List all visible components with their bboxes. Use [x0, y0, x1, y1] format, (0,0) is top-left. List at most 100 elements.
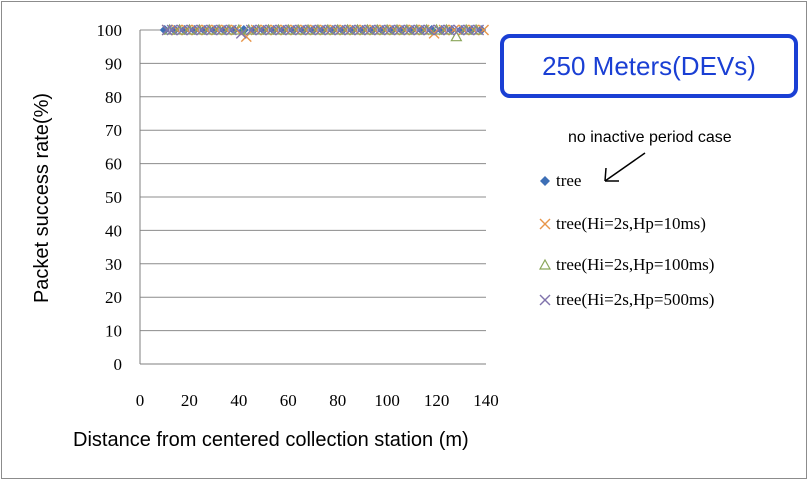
- y-tick-label: 20: [105, 288, 122, 307]
- data-point: [377, 25, 388, 35]
- data-point: [344, 24, 356, 36]
- data-point: [232, 23, 245, 35]
- y-tick-label: 40: [105, 221, 122, 240]
- legend-marker: [538, 258, 552, 270]
- annotation-banner: 250 Meters(DEVs): [500, 34, 798, 98]
- x-axis-title: Distance from centered collection statio…: [73, 429, 469, 451]
- data-point: [384, 24, 396, 36]
- y-tick-label: 100: [97, 21, 123, 40]
- legend-label: tree: [556, 171, 581, 190]
- data-point: [476, 25, 487, 35]
- data-point: [317, 25, 328, 35]
- data-point: [235, 27, 247, 39]
- x-tick-labels: 0 20 40 60 80 100 120 140: [136, 391, 499, 410]
- legend-marker: [539, 294, 551, 306]
- data-point: [295, 24, 307, 36]
- data-point: [453, 24, 465, 36]
- data-point: [406, 25, 417, 35]
- data-point: [423, 24, 435, 36]
- data-points: [159, 23, 490, 43]
- data-point: [413, 24, 425, 36]
- annotation-arrow-icon: [604, 152, 646, 182]
- y-tick-label: 10: [105, 322, 122, 341]
- data-point: [428, 27, 440, 39]
- x-tick-label: 0: [136, 391, 145, 410]
- data-point: [305, 24, 317, 36]
- data-point: [403, 24, 415, 36]
- data-point: [278, 25, 289, 35]
- data-point: [450, 30, 463, 42]
- data-point: [186, 24, 198, 36]
- data-point: [334, 24, 346, 36]
- x-tick-label: 100: [374, 391, 400, 410]
- data-point: [396, 25, 407, 35]
- data-point: [176, 24, 188, 36]
- data-point: [374, 24, 386, 36]
- data-point: [288, 25, 299, 35]
- gridlines: [140, 29, 486, 332]
- x-tick-label: 80: [329, 391, 346, 410]
- y-tick-label: 80: [105, 88, 122, 107]
- y-tick-label: 70: [105, 121, 122, 140]
- legend: tree tree(Hi=2s,Hp=10ms) tree(Hi=2s,Hp=100…: [538, 171, 714, 309]
- data-point: [456, 25, 467, 35]
- data-point: [268, 25, 279, 35]
- x-tick-label: 40: [230, 391, 247, 410]
- data-point: [219, 25, 230, 35]
- data-point: [258, 25, 269, 35]
- data-point: [206, 24, 218, 36]
- data-point: [314, 24, 326, 36]
- data-point: [337, 25, 348, 35]
- legend-marker: [539, 218, 551, 230]
- y-tick-label: 50: [105, 188, 122, 207]
- data-point: [285, 24, 297, 36]
- data-point: [255, 24, 267, 36]
- legend-marker: [540, 176, 550, 186]
- data-point: [179, 25, 190, 35]
- x-tick-label: 140: [473, 391, 499, 410]
- data-point: [394, 24, 405, 36]
- legend-label: tree(Hi=2s,Hp=10ms): [556, 214, 706, 233]
- x-tick-label: 20: [181, 391, 198, 410]
- data-point: [245, 24, 257, 36]
- y-tick-label: 30: [105, 255, 122, 274]
- data-point: [364, 24, 376, 36]
- data-point: [347, 25, 358, 35]
- data-point: [416, 25, 427, 35]
- y-tick-label: 90: [105, 54, 122, 73]
- data-point: [436, 25, 447, 35]
- data-point: [225, 24, 237, 36]
- data-point: [433, 24, 445, 36]
- data-point: [169, 25, 180, 35]
- data-point: [308, 25, 318, 35]
- data-point: [189, 25, 200, 35]
- data-point: [367, 25, 378, 35]
- data-point: [357, 25, 368, 35]
- data-point: [275, 24, 287, 36]
- data-point: [446, 25, 457, 35]
- y-tick-labels: 0 10 20 30 40 50 60 70 80 90 100: [97, 21, 123, 374]
- data-point: [473, 24, 485, 36]
- data-point: [265, 24, 277, 36]
- data-point: [199, 25, 210, 35]
- y-tick-label: 0: [114, 355, 123, 374]
- data-point: [161, 24, 173, 36]
- legend-label: tree(Hi=2s,Hp=500ms): [556, 290, 714, 309]
- data-point: [159, 25, 170, 35]
- data-point: [298, 25, 309, 35]
- x-tick-label: 60: [280, 391, 297, 410]
- data-point: [196, 24, 208, 36]
- data-point: [324, 24, 336, 36]
- data-point: [216, 24, 228, 36]
- y-axis-title: Packet success rate(%): [31, 93, 53, 303]
- data-point: [327, 25, 338, 35]
- x-tick-label: 120: [424, 391, 450, 410]
- data-point: [166, 24, 178, 36]
- legend-label: tree(Hi=2s,Hp=100ms): [556, 255, 714, 274]
- y-tick-label: 60: [105, 155, 122, 174]
- data-point: [354, 24, 366, 36]
- data-point: [209, 25, 220, 35]
- data-point: [228, 25, 239, 35]
- data-point: [387, 25, 398, 35]
